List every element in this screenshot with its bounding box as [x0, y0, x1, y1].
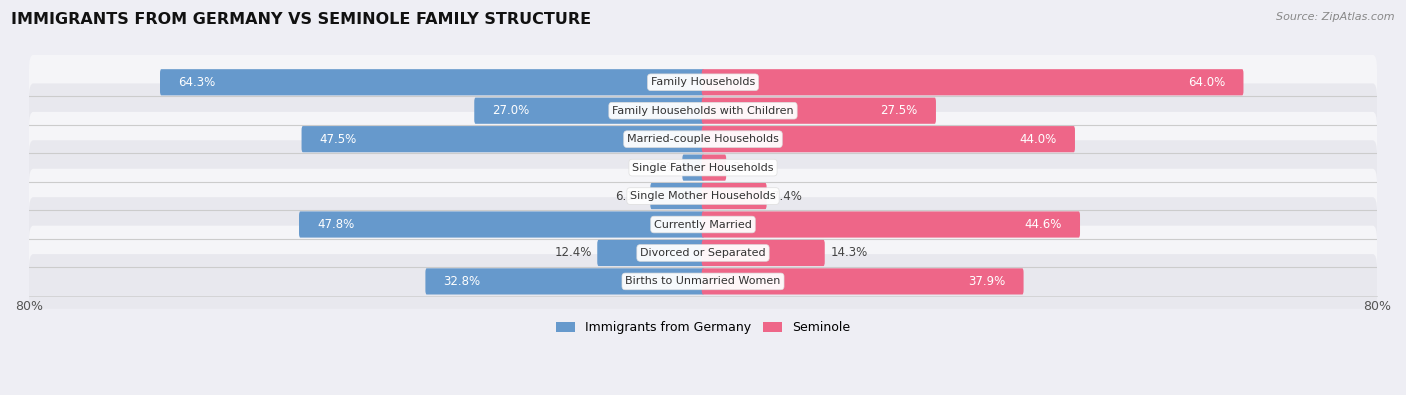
FancyBboxPatch shape	[301, 126, 704, 152]
FancyBboxPatch shape	[30, 197, 1376, 252]
Text: 37.9%: 37.9%	[969, 275, 1005, 288]
Text: Married-couple Households: Married-couple Households	[627, 134, 779, 144]
FancyBboxPatch shape	[30, 169, 1376, 224]
Text: 64.0%: 64.0%	[1188, 76, 1226, 89]
Text: IMMIGRANTS FROM GERMANY VS SEMINOLE FAMILY STRUCTURE: IMMIGRANTS FROM GERMANY VS SEMINOLE FAMI…	[11, 12, 592, 27]
FancyBboxPatch shape	[702, 240, 825, 266]
Text: 64.3%: 64.3%	[179, 76, 215, 89]
Text: 32.8%: 32.8%	[443, 275, 481, 288]
FancyBboxPatch shape	[702, 69, 1243, 95]
FancyBboxPatch shape	[651, 183, 704, 209]
Text: 27.5%: 27.5%	[880, 104, 918, 117]
FancyBboxPatch shape	[598, 240, 704, 266]
FancyBboxPatch shape	[474, 98, 704, 124]
FancyBboxPatch shape	[702, 211, 1080, 238]
FancyBboxPatch shape	[702, 154, 725, 181]
Legend: Immigrants from Germany, Seminole: Immigrants from Germany, Seminole	[551, 316, 855, 339]
Text: 47.8%: 47.8%	[318, 218, 354, 231]
FancyBboxPatch shape	[30, 226, 1376, 280]
Text: Currently Married: Currently Married	[654, 220, 752, 229]
FancyBboxPatch shape	[299, 211, 704, 238]
Text: Single Father Households: Single Father Households	[633, 163, 773, 173]
FancyBboxPatch shape	[702, 98, 936, 124]
FancyBboxPatch shape	[682, 154, 704, 181]
Text: 47.5%: 47.5%	[319, 133, 357, 146]
Text: 7.4%: 7.4%	[772, 190, 801, 203]
Text: 44.6%: 44.6%	[1025, 218, 1062, 231]
FancyBboxPatch shape	[30, 83, 1376, 138]
Text: Family Households with Children: Family Households with Children	[612, 106, 794, 116]
Text: Family Households: Family Households	[651, 77, 755, 87]
Text: 12.4%: 12.4%	[554, 246, 592, 260]
Text: 6.1%: 6.1%	[614, 190, 645, 203]
FancyBboxPatch shape	[702, 126, 1076, 152]
FancyBboxPatch shape	[426, 268, 704, 295]
Text: 14.3%: 14.3%	[830, 246, 868, 260]
Text: Single Mother Households: Single Mother Households	[630, 191, 776, 201]
FancyBboxPatch shape	[30, 254, 1376, 309]
FancyBboxPatch shape	[702, 183, 766, 209]
FancyBboxPatch shape	[30, 55, 1376, 109]
FancyBboxPatch shape	[30, 112, 1376, 166]
Text: Source: ZipAtlas.com: Source: ZipAtlas.com	[1277, 12, 1395, 22]
FancyBboxPatch shape	[30, 140, 1376, 195]
Text: Divorced or Separated: Divorced or Separated	[640, 248, 766, 258]
Text: Births to Unmarried Women: Births to Unmarried Women	[626, 276, 780, 286]
Text: 2.6%: 2.6%	[731, 161, 762, 174]
Text: 2.3%: 2.3%	[647, 161, 676, 174]
Text: 27.0%: 27.0%	[492, 104, 530, 117]
FancyBboxPatch shape	[702, 268, 1024, 295]
FancyBboxPatch shape	[160, 69, 704, 95]
Text: 44.0%: 44.0%	[1019, 133, 1057, 146]
